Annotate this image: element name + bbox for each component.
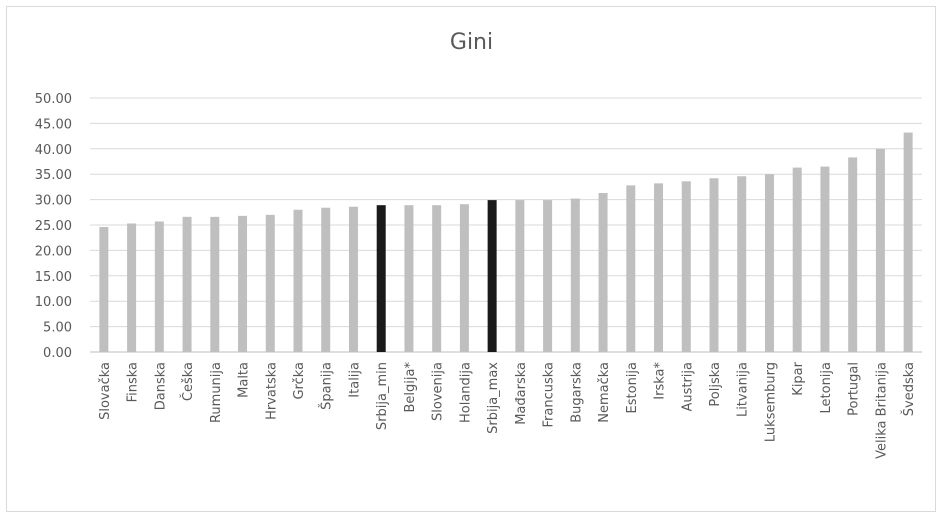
bar-luksemburg	[764, 174, 774, 352]
bar-letonija	[820, 166, 830, 352]
x-tick-label: Velika Britanija	[874, 362, 889, 459]
x-tick-label: Srbija_min	[375, 362, 390, 430]
bar-holandija	[459, 204, 469, 352]
x-tick-label: Francuska	[542, 362, 557, 428]
bar-irska-	[654, 183, 664, 352]
bar-danska	[154, 221, 164, 352]
chart-title: Gini	[449, 30, 494, 55]
x-tick-label: Holandija	[458, 362, 473, 423]
bar-finska	[127, 223, 137, 352]
x-tick-label: Španija	[319, 362, 335, 410]
y-tick-label: 25.00	[35, 219, 72, 234]
bar-poljska	[709, 178, 719, 352]
x-tick-label: Slovenija	[431, 362, 446, 421]
y-tick-label: 45.00	[35, 117, 72, 132]
bar-belgija-	[404, 205, 414, 352]
bar-gr-ka	[293, 209, 303, 352]
x-tick-label: Portugal	[847, 362, 862, 416]
x-tick-label: Hrvatska	[264, 362, 279, 420]
bar-nema-ka	[598, 192, 608, 352]
bar-austrija	[681, 181, 691, 352]
bar-srbija-max	[487, 200, 497, 352]
bar-bugarska	[570, 198, 580, 352]
x-tick-label: Luksemburg	[763, 362, 778, 442]
x-tick-label: Slovačka	[98, 362, 113, 420]
bar-velika-britanija	[875, 148, 885, 352]
x-axis-ticks: Slovačka Finska Danska Češka Rumunija Malta Hr…	[98, 361, 917, 459]
bar-malta	[238, 215, 248, 352]
y-tick-label: 15.00	[35, 270, 72, 285]
x-tick-label: Nemačka	[597, 362, 612, 423]
x-tick-label: Rumunija	[209, 362, 224, 423]
bar--vedska	[903, 132, 913, 352]
bar-slova-ka	[99, 227, 109, 352]
x-tick-label: Italija	[347, 362, 362, 398]
x-tick-label: Irska*	[653, 362, 668, 400]
x-tick-label: Finska	[126, 362, 141, 402]
bar-hrvatska	[265, 214, 275, 352]
bar-rumunija	[210, 216, 220, 352]
y-tick-label: 40.00	[35, 143, 72, 158]
x-tick-label: Malta	[237, 362, 252, 398]
bar-francuska	[543, 200, 553, 352]
x-tick-label: Austrija	[680, 362, 695, 412]
gridlines	[90, 97, 922, 353]
y-tick-label: 35.00	[35, 168, 72, 183]
bar-litvanija	[737, 176, 747, 352]
bars	[99, 132, 913, 352]
y-tick-label: 0.00	[43, 346, 72, 361]
bar-srbija-min	[376, 205, 386, 352]
x-tick-label: Estonija	[625, 362, 640, 413]
x-tick-label: Litvanija	[736, 362, 751, 417]
x-tick-label: Danska	[153, 362, 168, 410]
y-tick-label: 5.00	[43, 321, 72, 336]
x-tick-label: Švedska	[901, 362, 917, 416]
x-tick-label: Bugarska	[569, 362, 584, 423]
x-tick-label: Grčka	[292, 362, 307, 400]
x-tick-label: Srbija_max	[486, 362, 501, 434]
bar-kipar	[792, 167, 802, 352]
bar--e-ka	[182, 216, 192, 352]
y-tick-label: 30.00	[35, 194, 72, 209]
bar-slovenija	[432, 205, 442, 352]
y-tick-label: 10.00	[35, 295, 72, 310]
x-tick-label: Letonija	[819, 362, 834, 414]
y-tick-label: 50.00	[35, 92, 72, 107]
bar-ma-arska	[515, 200, 525, 352]
y-tick-label: 20.00	[35, 244, 72, 259]
bar-estonija	[626, 185, 636, 352]
x-tick-label: Češka	[180, 362, 196, 401]
bar--panija	[321, 207, 331, 352]
y-axis-ticks: 0.00 5.00 10.00 15.00 20.00 25.00 30.00 35.00 40…	[35, 92, 72, 361]
x-tick-label: Kipar	[791, 361, 806, 395]
x-tick-label: Poljska	[708, 362, 723, 407]
x-tick-label: Mađarska	[514, 362, 529, 425]
x-tick-label: Belgija*	[403, 362, 418, 413]
bar-italija	[348, 206, 358, 352]
bar-portugal	[848, 157, 858, 352]
